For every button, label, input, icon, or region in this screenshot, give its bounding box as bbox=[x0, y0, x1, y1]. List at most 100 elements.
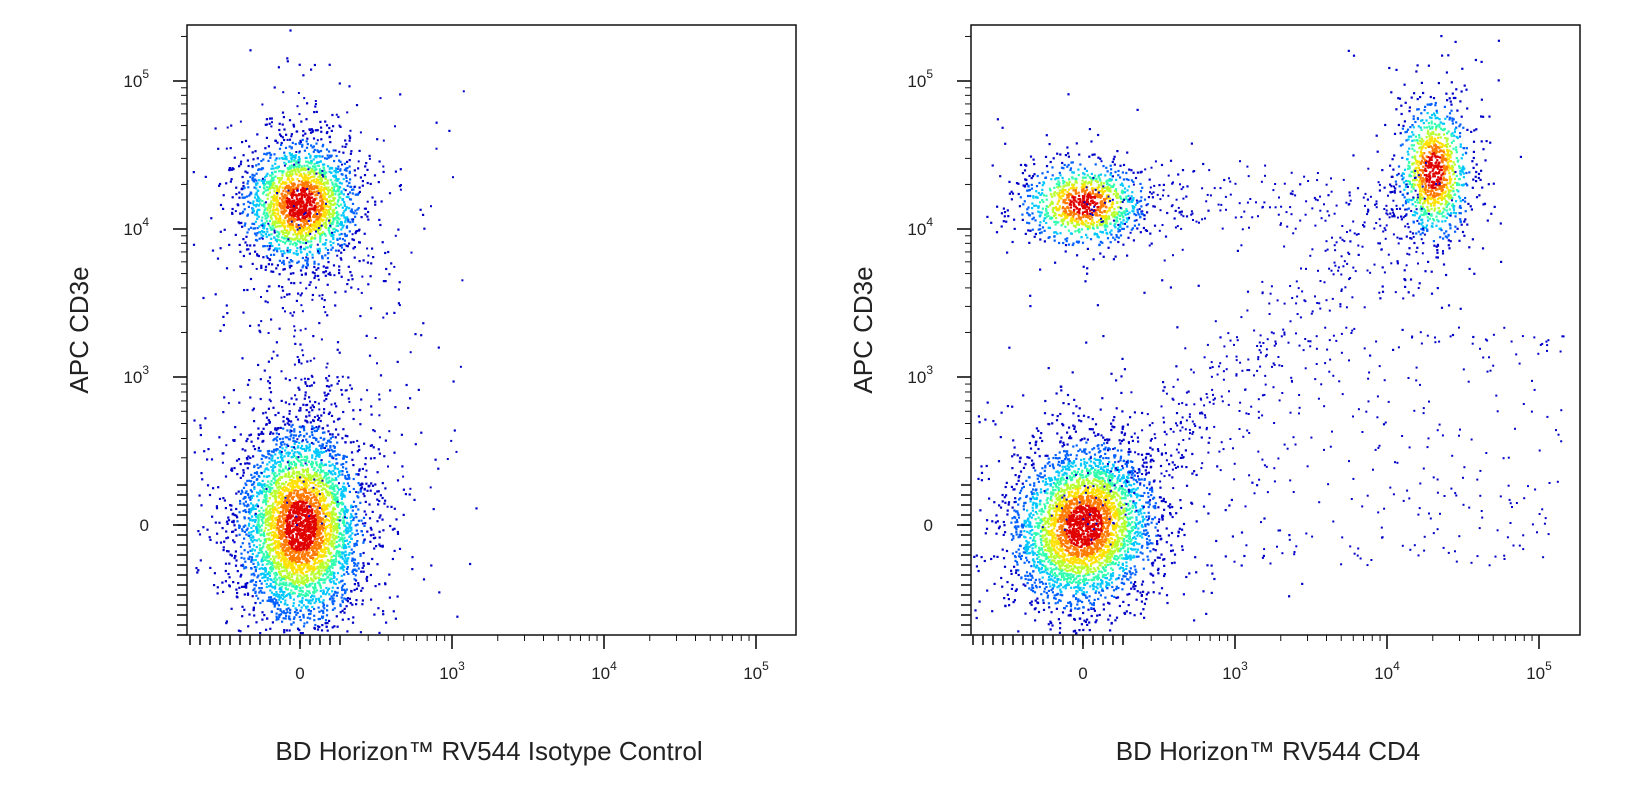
event-dot bbox=[316, 205, 320, 209]
event-dot bbox=[328, 567, 331, 570]
event-dot bbox=[271, 506, 274, 509]
event-dot bbox=[318, 473, 321, 477]
event-dot bbox=[269, 205, 272, 208]
event-dot bbox=[352, 477, 355, 481]
event-dot bbox=[305, 140, 308, 143]
event-dot bbox=[282, 523, 285, 526]
event-dot bbox=[294, 560, 297, 563]
event-dot bbox=[315, 193, 318, 196]
event-dot bbox=[259, 198, 262, 201]
event-dot bbox=[254, 584, 258, 587]
event-dot bbox=[248, 145, 251, 148]
event-dot bbox=[256, 199, 259, 203]
event-dot bbox=[268, 219, 271, 223]
event-dot bbox=[254, 250, 257, 253]
event-dot bbox=[342, 410, 345, 414]
event-dot bbox=[272, 507, 275, 511]
event-dot bbox=[307, 519, 310, 522]
event-dot bbox=[307, 484, 310, 487]
event-dot bbox=[201, 478, 204, 481]
event-dot bbox=[249, 49, 252, 52]
event-dot bbox=[342, 193, 345, 196]
event-dot bbox=[333, 489, 336, 492]
event-dot bbox=[243, 530, 247, 533]
event-dot bbox=[333, 227, 336, 230]
event-dot bbox=[312, 172, 315, 175]
event-dot bbox=[307, 230, 310, 234]
event-dot bbox=[281, 611, 284, 614]
event-dot bbox=[304, 208, 307, 211]
event-dot bbox=[268, 117, 272, 120]
event-dot bbox=[332, 236, 335, 239]
event-dot bbox=[295, 165, 298, 168]
event-dot bbox=[289, 500, 292, 503]
event-dot bbox=[319, 196, 322, 199]
event-dot bbox=[286, 229, 289, 232]
event-dot bbox=[306, 179, 309, 182]
event-dot bbox=[261, 483, 264, 486]
event-dot bbox=[348, 191, 352, 194]
event-dot bbox=[292, 156, 295, 159]
event-dot bbox=[368, 517, 372, 520]
event-dot bbox=[341, 198, 344, 201]
event-dot bbox=[281, 289, 285, 292]
event-dot bbox=[305, 204, 309, 207]
event-dot bbox=[292, 585, 295, 588]
event-dot bbox=[257, 254, 260, 258]
event-dot bbox=[318, 187, 321, 190]
event-dot bbox=[280, 562, 283, 565]
event-dot bbox=[236, 596, 239, 599]
event-dot bbox=[309, 172, 312, 175]
event-dot bbox=[250, 573, 253, 576]
event-dot bbox=[210, 217, 213, 220]
event-dot bbox=[329, 446, 332, 449]
event-dot bbox=[288, 167, 291, 170]
event-dot bbox=[389, 524, 392, 528]
event-dot bbox=[338, 205, 341, 208]
event-dot bbox=[285, 581, 288, 584]
event-dot bbox=[258, 587, 261, 590]
event-dot bbox=[255, 179, 258, 182]
event-dot bbox=[342, 551, 345, 554]
event-dot bbox=[354, 505, 358, 508]
event-dot bbox=[329, 452, 332, 456]
event-dot bbox=[435, 121, 438, 124]
event-dot bbox=[350, 548, 353, 551]
event-dot bbox=[313, 228, 316, 231]
event-dot bbox=[311, 404, 314, 407]
event-dot bbox=[336, 518, 340, 522]
event-dot bbox=[278, 517, 281, 520]
event-dot bbox=[284, 225, 287, 228]
event-dot bbox=[324, 234, 327, 237]
event-dot bbox=[318, 569, 321, 573]
event-dot bbox=[318, 520, 321, 523]
event-dot bbox=[317, 202, 320, 205]
event-dot bbox=[262, 531, 265, 534]
event-dot bbox=[343, 486, 346, 489]
event-dot bbox=[265, 475, 268, 478]
event-dot bbox=[285, 209, 288, 212]
event-dot bbox=[309, 156, 312, 159]
event-dot bbox=[298, 430, 302, 434]
event-dot bbox=[313, 265, 316, 269]
event-dot bbox=[281, 174, 284, 177]
event-dot bbox=[281, 590, 284, 594]
event-dot bbox=[231, 207, 234, 211]
event-dot bbox=[286, 170, 289, 173]
event-dot bbox=[286, 429, 289, 432]
event-dot bbox=[283, 128, 286, 131]
event-dot bbox=[305, 463, 308, 467]
event-dot bbox=[341, 599, 344, 602]
event-dot bbox=[262, 576, 265, 579]
event-dot bbox=[352, 188, 355, 191]
event-dot bbox=[336, 222, 339, 225]
event-dot bbox=[310, 577, 313, 580]
event-dot bbox=[307, 166, 310, 169]
event-dot bbox=[277, 550, 280, 554]
event-dot bbox=[405, 383, 408, 387]
event-dot bbox=[303, 222, 306, 225]
event-dot bbox=[332, 125, 335, 128]
event-dot bbox=[334, 563, 337, 566]
event-dot bbox=[322, 469, 325, 472]
event-dot bbox=[230, 504, 233, 507]
